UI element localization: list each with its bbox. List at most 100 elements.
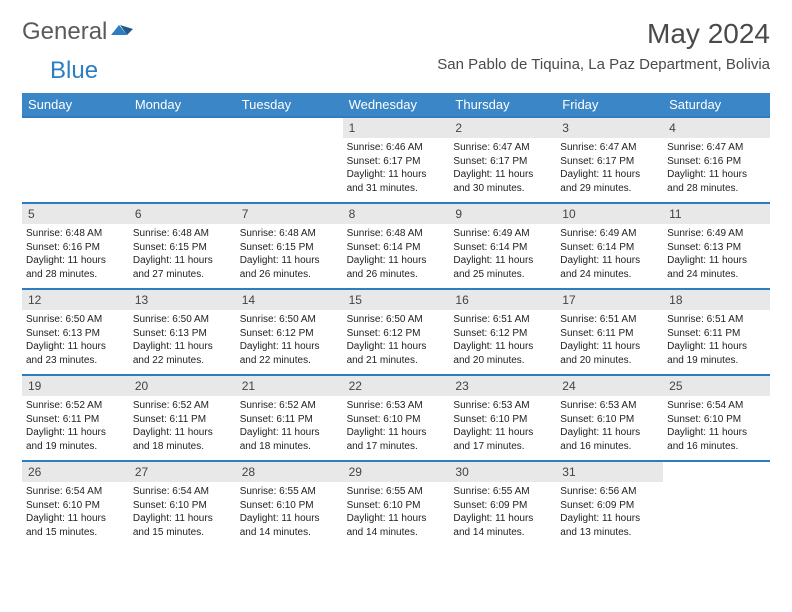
sunset-text: Sunset: 6:13 PM bbox=[133, 327, 232, 341]
daylight-text-2: and 20 minutes. bbox=[560, 354, 659, 368]
sunset-text: Sunset: 6:17 PM bbox=[453, 155, 552, 169]
daylight-text-2: and 21 minutes. bbox=[347, 354, 446, 368]
day-header-row: Sunday Monday Tuesday Wednesday Thursday… bbox=[22, 93, 770, 116]
day-info: Sunrise: 6:50 AMSunset: 6:13 PMDaylight:… bbox=[22, 310, 129, 371]
week-row: 12Sunrise: 6:50 AMSunset: 6:13 PMDayligh… bbox=[22, 288, 770, 374]
daylight-text: Daylight: 11 hours bbox=[453, 340, 552, 354]
sunset-text: Sunset: 6:10 PM bbox=[240, 499, 339, 513]
day-number: 31 bbox=[556, 462, 663, 482]
daylight-text: Daylight: 11 hours bbox=[240, 426, 339, 440]
day-info: Sunrise: 6:50 AMSunset: 6:13 PMDaylight:… bbox=[129, 310, 236, 371]
day-number: 9 bbox=[449, 204, 556, 224]
daylight-text: Daylight: 11 hours bbox=[240, 340, 339, 354]
daylight-text-2: and 16 minutes. bbox=[560, 440, 659, 454]
title-block: May 2024 San Pablo de Tiquina, La Paz De… bbox=[437, 18, 770, 73]
sunset-text: Sunset: 6:16 PM bbox=[667, 155, 766, 169]
day-cell: 26Sunrise: 6:54 AMSunset: 6:10 PMDayligh… bbox=[22, 462, 129, 546]
sunrise-text: Sunrise: 6:49 AM bbox=[560, 227, 659, 241]
day-cell: 22Sunrise: 6:53 AMSunset: 6:10 PMDayligh… bbox=[343, 376, 450, 460]
sunrise-text: Sunrise: 6:51 AM bbox=[560, 313, 659, 327]
day-info: Sunrise: 6:48 AMSunset: 6:15 PMDaylight:… bbox=[236, 224, 343, 285]
daylight-text-2: and 18 minutes. bbox=[240, 440, 339, 454]
day-cell: 14Sunrise: 6:50 AMSunset: 6:12 PMDayligh… bbox=[236, 290, 343, 374]
sunrise-text: Sunrise: 6:47 AM bbox=[667, 141, 766, 155]
sunrise-text: Sunrise: 6:54 AM bbox=[133, 485, 232, 499]
daylight-text-2: and 26 minutes. bbox=[347, 268, 446, 282]
sunset-text: Sunset: 6:13 PM bbox=[667, 241, 766, 255]
sunset-text: Sunset: 6:11 PM bbox=[240, 413, 339, 427]
daylight-text-2: and 14 minutes. bbox=[347, 526, 446, 540]
logo-text-blue: Blue bbox=[50, 57, 98, 85]
day-cell: 1Sunrise: 6:46 AMSunset: 6:17 PMDaylight… bbox=[343, 118, 450, 202]
day-number: 10 bbox=[556, 204, 663, 224]
day-info: Sunrise: 6:54 AMSunset: 6:10 PMDaylight:… bbox=[129, 482, 236, 543]
daylight-text-2: and 15 minutes. bbox=[26, 526, 125, 540]
sunset-text: Sunset: 6:15 PM bbox=[240, 241, 339, 255]
day-info: Sunrise: 6:47 AMSunset: 6:16 PMDaylight:… bbox=[663, 138, 770, 199]
sunrise-text: Sunrise: 6:55 AM bbox=[240, 485, 339, 499]
day-cell: 19Sunrise: 6:52 AMSunset: 6:11 PMDayligh… bbox=[22, 376, 129, 460]
daylight-text: Daylight: 11 hours bbox=[240, 254, 339, 268]
day-number: 3 bbox=[556, 118, 663, 138]
day-cell: 30Sunrise: 6:55 AMSunset: 6:09 PMDayligh… bbox=[449, 462, 556, 546]
day-number: 18 bbox=[663, 290, 770, 310]
day-cell: 9Sunrise: 6:49 AMSunset: 6:14 PMDaylight… bbox=[449, 204, 556, 288]
day-info: Sunrise: 6:52 AMSunset: 6:11 PMDaylight:… bbox=[129, 396, 236, 457]
day-cell bbox=[663, 462, 770, 546]
sunrise-text: Sunrise: 6:50 AM bbox=[26, 313, 125, 327]
sunrise-text: Sunrise: 6:50 AM bbox=[240, 313, 339, 327]
sunrise-text: Sunrise: 6:48 AM bbox=[347, 227, 446, 241]
sunrise-text: Sunrise: 6:50 AM bbox=[347, 313, 446, 327]
daylight-text: Daylight: 11 hours bbox=[453, 254, 552, 268]
week-row: 1Sunrise: 6:46 AMSunset: 6:17 PMDaylight… bbox=[22, 116, 770, 202]
week-row: 26Sunrise: 6:54 AMSunset: 6:10 PMDayligh… bbox=[22, 460, 770, 546]
day-info: Sunrise: 6:50 AMSunset: 6:12 PMDaylight:… bbox=[236, 310, 343, 371]
daylight-text: Daylight: 11 hours bbox=[26, 426, 125, 440]
daylight-text-2: and 16 minutes. bbox=[667, 440, 766, 454]
calendar: Sunday Monday Tuesday Wednesday Thursday… bbox=[22, 93, 770, 546]
day-cell: 12Sunrise: 6:50 AMSunset: 6:13 PMDayligh… bbox=[22, 290, 129, 374]
sunset-text: Sunset: 6:14 PM bbox=[560, 241, 659, 255]
day-info: Sunrise: 6:49 AMSunset: 6:14 PMDaylight:… bbox=[556, 224, 663, 285]
day-cell bbox=[129, 118, 236, 202]
day-info: Sunrise: 6:50 AMSunset: 6:12 PMDaylight:… bbox=[343, 310, 450, 371]
day-cell: 11Sunrise: 6:49 AMSunset: 6:13 PMDayligh… bbox=[663, 204, 770, 288]
daylight-text: Daylight: 11 hours bbox=[347, 340, 446, 354]
daylight-text: Daylight: 11 hours bbox=[347, 168, 446, 182]
day-cell: 28Sunrise: 6:55 AMSunset: 6:10 PMDayligh… bbox=[236, 462, 343, 546]
sunset-text: Sunset: 6:12 PM bbox=[240, 327, 339, 341]
daylight-text-2: and 18 minutes. bbox=[133, 440, 232, 454]
day-cell: 23Sunrise: 6:53 AMSunset: 6:10 PMDayligh… bbox=[449, 376, 556, 460]
sunset-text: Sunset: 6:17 PM bbox=[560, 155, 659, 169]
day-number: 20 bbox=[129, 376, 236, 396]
sunrise-text: Sunrise: 6:49 AM bbox=[453, 227, 552, 241]
sunset-text: Sunset: 6:11 PM bbox=[26, 413, 125, 427]
sunrise-text: Sunrise: 6:49 AM bbox=[667, 227, 766, 241]
day-cell: 16Sunrise: 6:51 AMSunset: 6:12 PMDayligh… bbox=[449, 290, 556, 374]
week-row: 19Sunrise: 6:52 AMSunset: 6:11 PMDayligh… bbox=[22, 374, 770, 460]
sunrise-text: Sunrise: 6:56 AM bbox=[560, 485, 659, 499]
day-info: Sunrise: 6:46 AMSunset: 6:17 PMDaylight:… bbox=[343, 138, 450, 199]
day-cell: 21Sunrise: 6:52 AMSunset: 6:11 PMDayligh… bbox=[236, 376, 343, 460]
daylight-text: Daylight: 11 hours bbox=[347, 426, 446, 440]
week-row: 5Sunrise: 6:48 AMSunset: 6:16 PMDaylight… bbox=[22, 202, 770, 288]
day-number: 19 bbox=[22, 376, 129, 396]
day-header-sun: Sunday bbox=[22, 93, 129, 116]
day-info: Sunrise: 6:52 AMSunset: 6:11 PMDaylight:… bbox=[236, 396, 343, 457]
daylight-text: Daylight: 11 hours bbox=[667, 426, 766, 440]
daylight-text: Daylight: 11 hours bbox=[560, 426, 659, 440]
sunset-text: Sunset: 6:10 PM bbox=[347, 413, 446, 427]
day-number: 25 bbox=[663, 376, 770, 396]
sunrise-text: Sunrise: 6:54 AM bbox=[26, 485, 125, 499]
logo-text-general: General bbox=[22, 18, 107, 46]
day-info: Sunrise: 6:54 AMSunset: 6:10 PMDaylight:… bbox=[663, 396, 770, 457]
day-number: 21 bbox=[236, 376, 343, 396]
day-number: 27 bbox=[129, 462, 236, 482]
day-number: 14 bbox=[236, 290, 343, 310]
sunset-text: Sunset: 6:10 PM bbox=[453, 413, 552, 427]
sunrise-text: Sunrise: 6:54 AM bbox=[667, 399, 766, 413]
day-header-wed: Wednesday bbox=[343, 93, 450, 116]
daylight-text: Daylight: 11 hours bbox=[560, 168, 659, 182]
day-info: Sunrise: 6:54 AMSunset: 6:10 PMDaylight:… bbox=[22, 482, 129, 543]
location-text: San Pablo de Tiquina, La Paz Department,… bbox=[437, 56, 770, 73]
